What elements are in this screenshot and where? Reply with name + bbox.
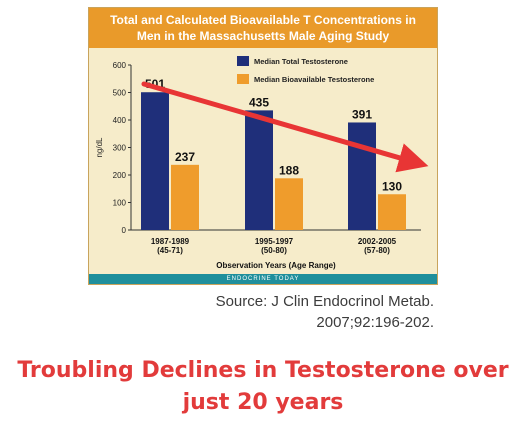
total-bar [141, 92, 169, 230]
y-tick-label: 100 [113, 199, 127, 208]
bar-value-label: 130 [382, 179, 402, 193]
y-tick-label: 0 [122, 226, 127, 235]
y-tick-label: 600 [113, 61, 127, 70]
x-axis-label: Observation Years (Age Range) [216, 261, 336, 270]
y-tick-label: 400 [113, 116, 127, 125]
y-tick-label: 200 [113, 171, 127, 180]
bar-chart: 0 100 200 300 400 500 600 ng/dL Median Total Te… [95, 56, 429, 270]
total-bar [348, 122, 376, 230]
bar-value-label: 435 [249, 95, 269, 109]
legend-swatch-total [237, 56, 249, 66]
legend-label: Median Bioavailable Testosterone [254, 75, 374, 84]
chart-header: Total and Calculated Bioavailable T Conc… [89, 8, 437, 48]
legend-swatch-bioavailable [237, 74, 249, 84]
bioavailable-bar [378, 194, 406, 230]
bar-value-label: 391 [352, 107, 372, 121]
source-citation: Source: J Clin Endocrinol Metab. 2007;92… [215, 293, 434, 331]
category-ages-label: (57-80) [364, 246, 390, 255]
category-years-label: 2002-2005 [358, 237, 397, 246]
trend-arrow [141, 81, 429, 173]
chart-figure: Total and Calculated Bioavailable T Conc… [88, 7, 438, 285]
bioavailable-bar [171, 164, 199, 230]
total-bar [245, 110, 273, 230]
chart-title: Total and Calculated Bioavailable T Conc… [110, 13, 416, 43]
y-tick-label: 500 [113, 89, 127, 98]
category-ages-label: (50-80) [261, 246, 287, 255]
category-years-label: 1995-1997 [255, 237, 294, 246]
chart-footer: ENDOCRINE TODAY [89, 274, 437, 284]
y-tick-label: 300 [113, 144, 127, 153]
bar-value-label: 237 [175, 150, 195, 164]
category-years-label: 1987-1989 [151, 237, 190, 246]
bioavailable-bar [275, 178, 303, 230]
category-ages-label: (45-71) [157, 246, 183, 255]
bar-value-label: 188 [279, 163, 299, 177]
y-axis-label: ng/dL [95, 137, 104, 158]
legend-label: Median Total Testosterone [254, 57, 348, 66]
headline: Troubling Declines in Testosterone over … [17, 358, 509, 415]
